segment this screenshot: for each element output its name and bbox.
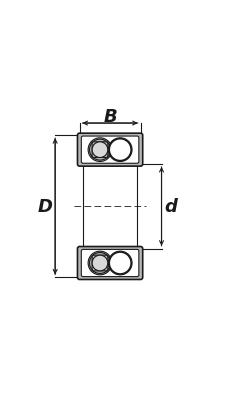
FancyBboxPatch shape [81, 250, 139, 277]
FancyBboxPatch shape [92, 256, 108, 271]
Circle shape [88, 138, 112, 162]
Text: B: B [103, 108, 117, 126]
FancyBboxPatch shape [77, 247, 143, 280]
FancyBboxPatch shape [92, 142, 108, 158]
Text: D: D [38, 198, 53, 216]
Circle shape [109, 252, 131, 274]
Circle shape [109, 139, 131, 161]
Text: d: d [165, 198, 178, 216]
FancyBboxPatch shape [81, 137, 139, 164]
FancyBboxPatch shape [77, 134, 143, 167]
Circle shape [88, 252, 112, 275]
Circle shape [92, 142, 108, 158]
Circle shape [92, 256, 108, 271]
